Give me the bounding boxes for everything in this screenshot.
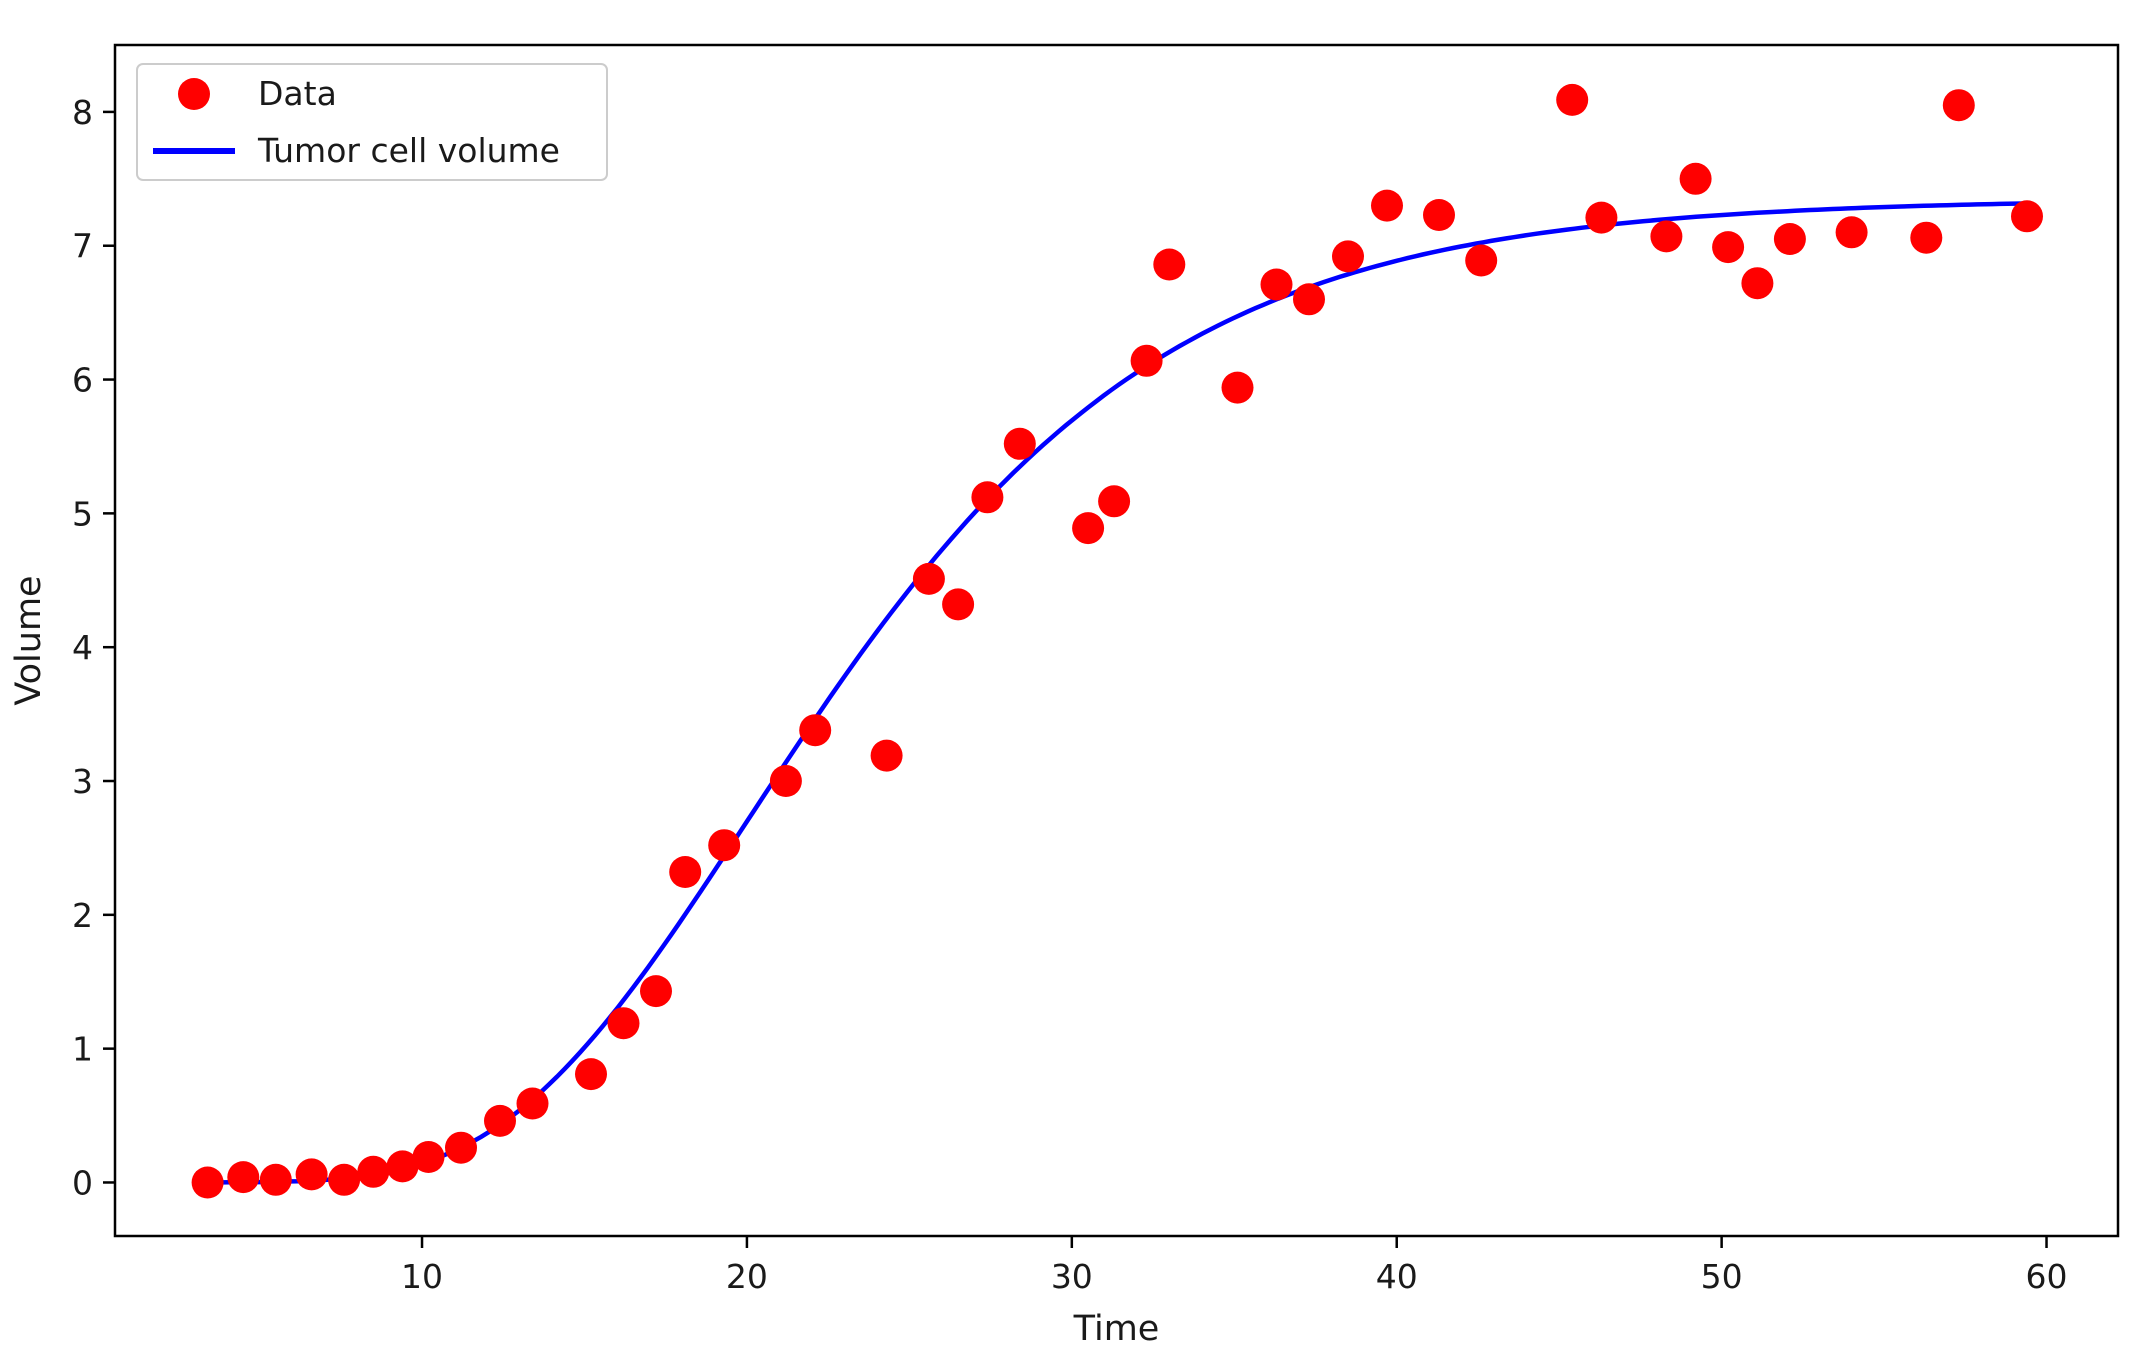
data-point bbox=[575, 1058, 607, 1091]
data-point bbox=[516, 1087, 549, 1120]
data-point bbox=[870, 739, 903, 772]
y-tick-label: 8 bbox=[72, 93, 93, 132]
y-tick-label: 0 bbox=[72, 1163, 93, 1202]
y-tick-label: 1 bbox=[72, 1030, 93, 1069]
data-point bbox=[227, 1161, 260, 1194]
data-point bbox=[2011, 200, 2043, 233]
data-point bbox=[799, 714, 832, 747]
y-tick-label: 3 bbox=[72, 762, 93, 801]
data-point bbox=[942, 588, 975, 621]
legend: Data Tumor cell volume bbox=[136, 63, 608, 181]
data-point bbox=[1712, 231, 1745, 264]
data-point bbox=[1650, 220, 1683, 253]
data-point bbox=[484, 1104, 516, 1137]
data-point bbox=[259, 1163, 292, 1196]
fit-curve bbox=[205, 201, 2033, 1185]
data-point bbox=[295, 1158, 328, 1191]
legend-label-data: Data bbox=[258, 74, 337, 113]
legend-item-curve: Tumor cell volume bbox=[138, 122, 606, 179]
data-point bbox=[1423, 199, 1455, 231]
data-point bbox=[1679, 162, 1712, 195]
plot-frame bbox=[113, 43, 2120, 1238]
y-axis-label: Volume bbox=[9, 575, 49, 705]
data-point bbox=[1003, 427, 1036, 460]
data-point bbox=[1072, 512, 1105, 545]
x-tick-label: 60 bbox=[2026, 1257, 2068, 1296]
data-point bbox=[386, 1150, 419, 1183]
y-tick-label: 2 bbox=[72, 896, 93, 935]
x-axis-label: Time bbox=[1073, 1309, 1160, 1349]
y-tick-label: 6 bbox=[72, 361, 93, 400]
data-point bbox=[1098, 485, 1131, 518]
data-point bbox=[1741, 267, 1774, 300]
data-point bbox=[328, 1163, 361, 1196]
legend-handle bbox=[138, 77, 250, 110]
data-point bbox=[191, 1166, 224, 1199]
data-point bbox=[1260, 268, 1293, 301]
data-point bbox=[412, 1141, 445, 1173]
data-point bbox=[912, 562, 945, 595]
y-tick-label: 7 bbox=[72, 227, 93, 266]
x-tick-label: 50 bbox=[1701, 1257, 1743, 1296]
x-tick-label: 10 bbox=[401, 1257, 443, 1296]
data-point bbox=[1371, 189, 1403, 222]
data-point bbox=[708, 829, 741, 862]
data-point bbox=[1130, 344, 1163, 377]
x-tick-label: 20 bbox=[726, 1257, 768, 1296]
data-point bbox=[607, 1007, 640, 1040]
line-marker-icon bbox=[153, 147, 235, 154]
data-point bbox=[1556, 83, 1589, 116]
data-point bbox=[1293, 283, 1325, 316]
data-point bbox=[1835, 216, 1868, 249]
data-point bbox=[640, 975, 672, 1008]
legend-item-data: Data bbox=[138, 65, 606, 122]
data-point bbox=[1153, 248, 1186, 281]
data-point bbox=[1332, 240, 1364, 273]
y-tick-label: 5 bbox=[72, 494, 93, 533]
x-tick-label: 40 bbox=[1376, 1257, 1418, 1296]
legend-handle bbox=[138, 147, 250, 154]
x-tick-label: 30 bbox=[1051, 1257, 1093, 1296]
data-point bbox=[357, 1155, 390, 1188]
y-tick-label: 4 bbox=[72, 628, 93, 667]
data-point bbox=[1585, 201, 1618, 234]
scatter-marker-icon bbox=[178, 77, 210, 110]
data-point bbox=[1942, 89, 1975, 122]
data-point bbox=[1465, 244, 1498, 277]
data-point bbox=[669, 856, 702, 888]
data-point bbox=[971, 481, 1004, 514]
legend-label-curve: Tumor cell volume bbox=[258, 131, 560, 170]
data-point bbox=[445, 1131, 477, 1164]
data-point bbox=[769, 765, 802, 797]
data-point bbox=[1221, 371, 1254, 404]
data-point bbox=[1773, 223, 1806, 255]
data-point bbox=[1910, 221, 1943, 254]
